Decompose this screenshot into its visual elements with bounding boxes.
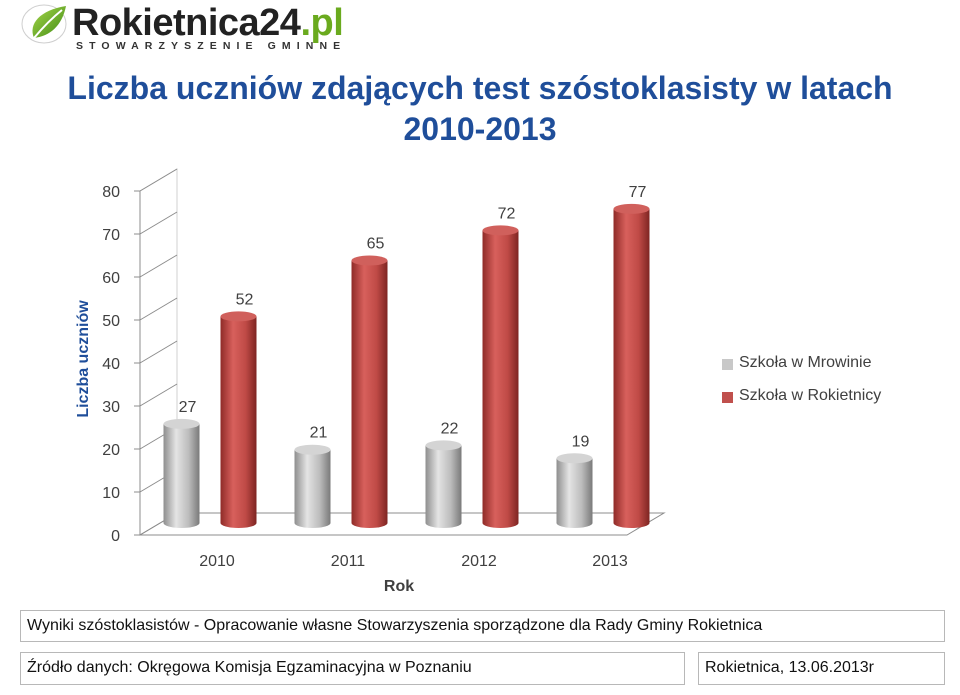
legend-item-mrowina: Szkoła w Mrowinie (722, 354, 881, 387)
y-grid-stub (139, 383, 178, 407)
y-grid-stub (139, 254, 178, 278)
chart-title-line-1: Liczba uczniów zdających test szóstoklas… (67, 70, 893, 106)
logo: Rokietnica24.pl STOWARZYSZENIE GMINNE (0, 0, 344, 60)
data-label: 52 (236, 291, 254, 308)
data-labels: 27 52 21 65 22 72 19 77 (179, 184, 647, 450)
chart-bars (163, 203, 650, 528)
legend: Szkoła w Mrowinie Szkoła w Rokietnicy (722, 354, 881, 420)
data-label: 22 (441, 420, 459, 437)
bar-rokietnica-2010 (220, 311, 257, 528)
y-tick-label: 60 (102, 270, 120, 287)
y-tick-label: 20 (102, 442, 120, 459)
bar-rokietnica-2011 (351, 255, 388, 528)
logo-subtitle: STOWARZYSZENIE GMINNE (76, 40, 347, 52)
x-tick-label: 2012 (461, 553, 497, 570)
y-tick-label: 70 (102, 227, 120, 244)
bar-mrowina-2012 (425, 440, 462, 528)
x-tick-label: 2011 (331, 553, 366, 570)
y-grid-stub (139, 297, 178, 321)
y-grid-stub (139, 340, 178, 364)
legend-label-rokietnica: Szkoła w Rokietnicy (739, 387, 882, 404)
data-label: 21 (310, 425, 328, 442)
data-label: 72 (498, 205, 516, 222)
x-tick-labels: 2010 2011 2012 2013 (199, 553, 628, 570)
data-label: 27 (179, 399, 197, 416)
y-tick-label: 80 (102, 184, 120, 201)
footer-note: Wyniki szóstoklasistów - Opracowanie wła… (20, 610, 945, 642)
data-label: 65 (367, 236, 385, 253)
bar-mrowina-2010 (163, 418, 200, 528)
leaf-icon (21, 4, 67, 44)
legend-swatch-rokietnica (722, 392, 733, 403)
data-label: 77 (629, 184, 647, 201)
chart-axes (134, 168, 666, 536)
y-tick-label: 10 (102, 485, 120, 502)
x-axis-label: Rok (383, 578, 415, 595)
y-tick-label: 50 (102, 313, 120, 330)
y-tick-label: 30 (102, 399, 120, 416)
footer-source: Źródło danych: Okręgowa Komisja Egzamina… (20, 652, 685, 685)
data-label: 19 (572, 433, 590, 450)
legend-label-mrowina: Szkoła w Mrowinie (739, 354, 872, 371)
x-tick-label: 2010 (199, 553, 235, 570)
bar-mrowina-2013 (556, 453, 593, 528)
bar-mrowina-2011 (294, 444, 331, 528)
chart-title-line-2: 2010-2013 (403, 111, 557, 147)
chart-title: Liczba uczniów zdających test szóstoklas… (0, 68, 960, 150)
bar-rokietnica-2012 (482, 225, 519, 528)
bar-rokietnica-2013 (613, 203, 650, 528)
logo-wordmark: Rokietnica24.pl (72, 2, 344, 44)
y-axis-label: Liczba uczniów (75, 300, 92, 418)
x-tick-label: 2013 (592, 553, 628, 570)
y-grid-stub (139, 168, 178, 192)
y-grid-stub (139, 211, 178, 235)
legend-item-rokietnica: Szkoła w Rokietnicy (722, 387, 881, 420)
y-tick-labels: 0 10 20 30 40 50 60 70 80 (102, 184, 120, 545)
y-tick-label: 0 (111, 528, 120, 545)
y-tick-label: 40 (102, 356, 120, 373)
footer-date: Rokietnica, 13.06.2013r (698, 652, 945, 685)
legend-swatch-mrowina (722, 359, 733, 370)
